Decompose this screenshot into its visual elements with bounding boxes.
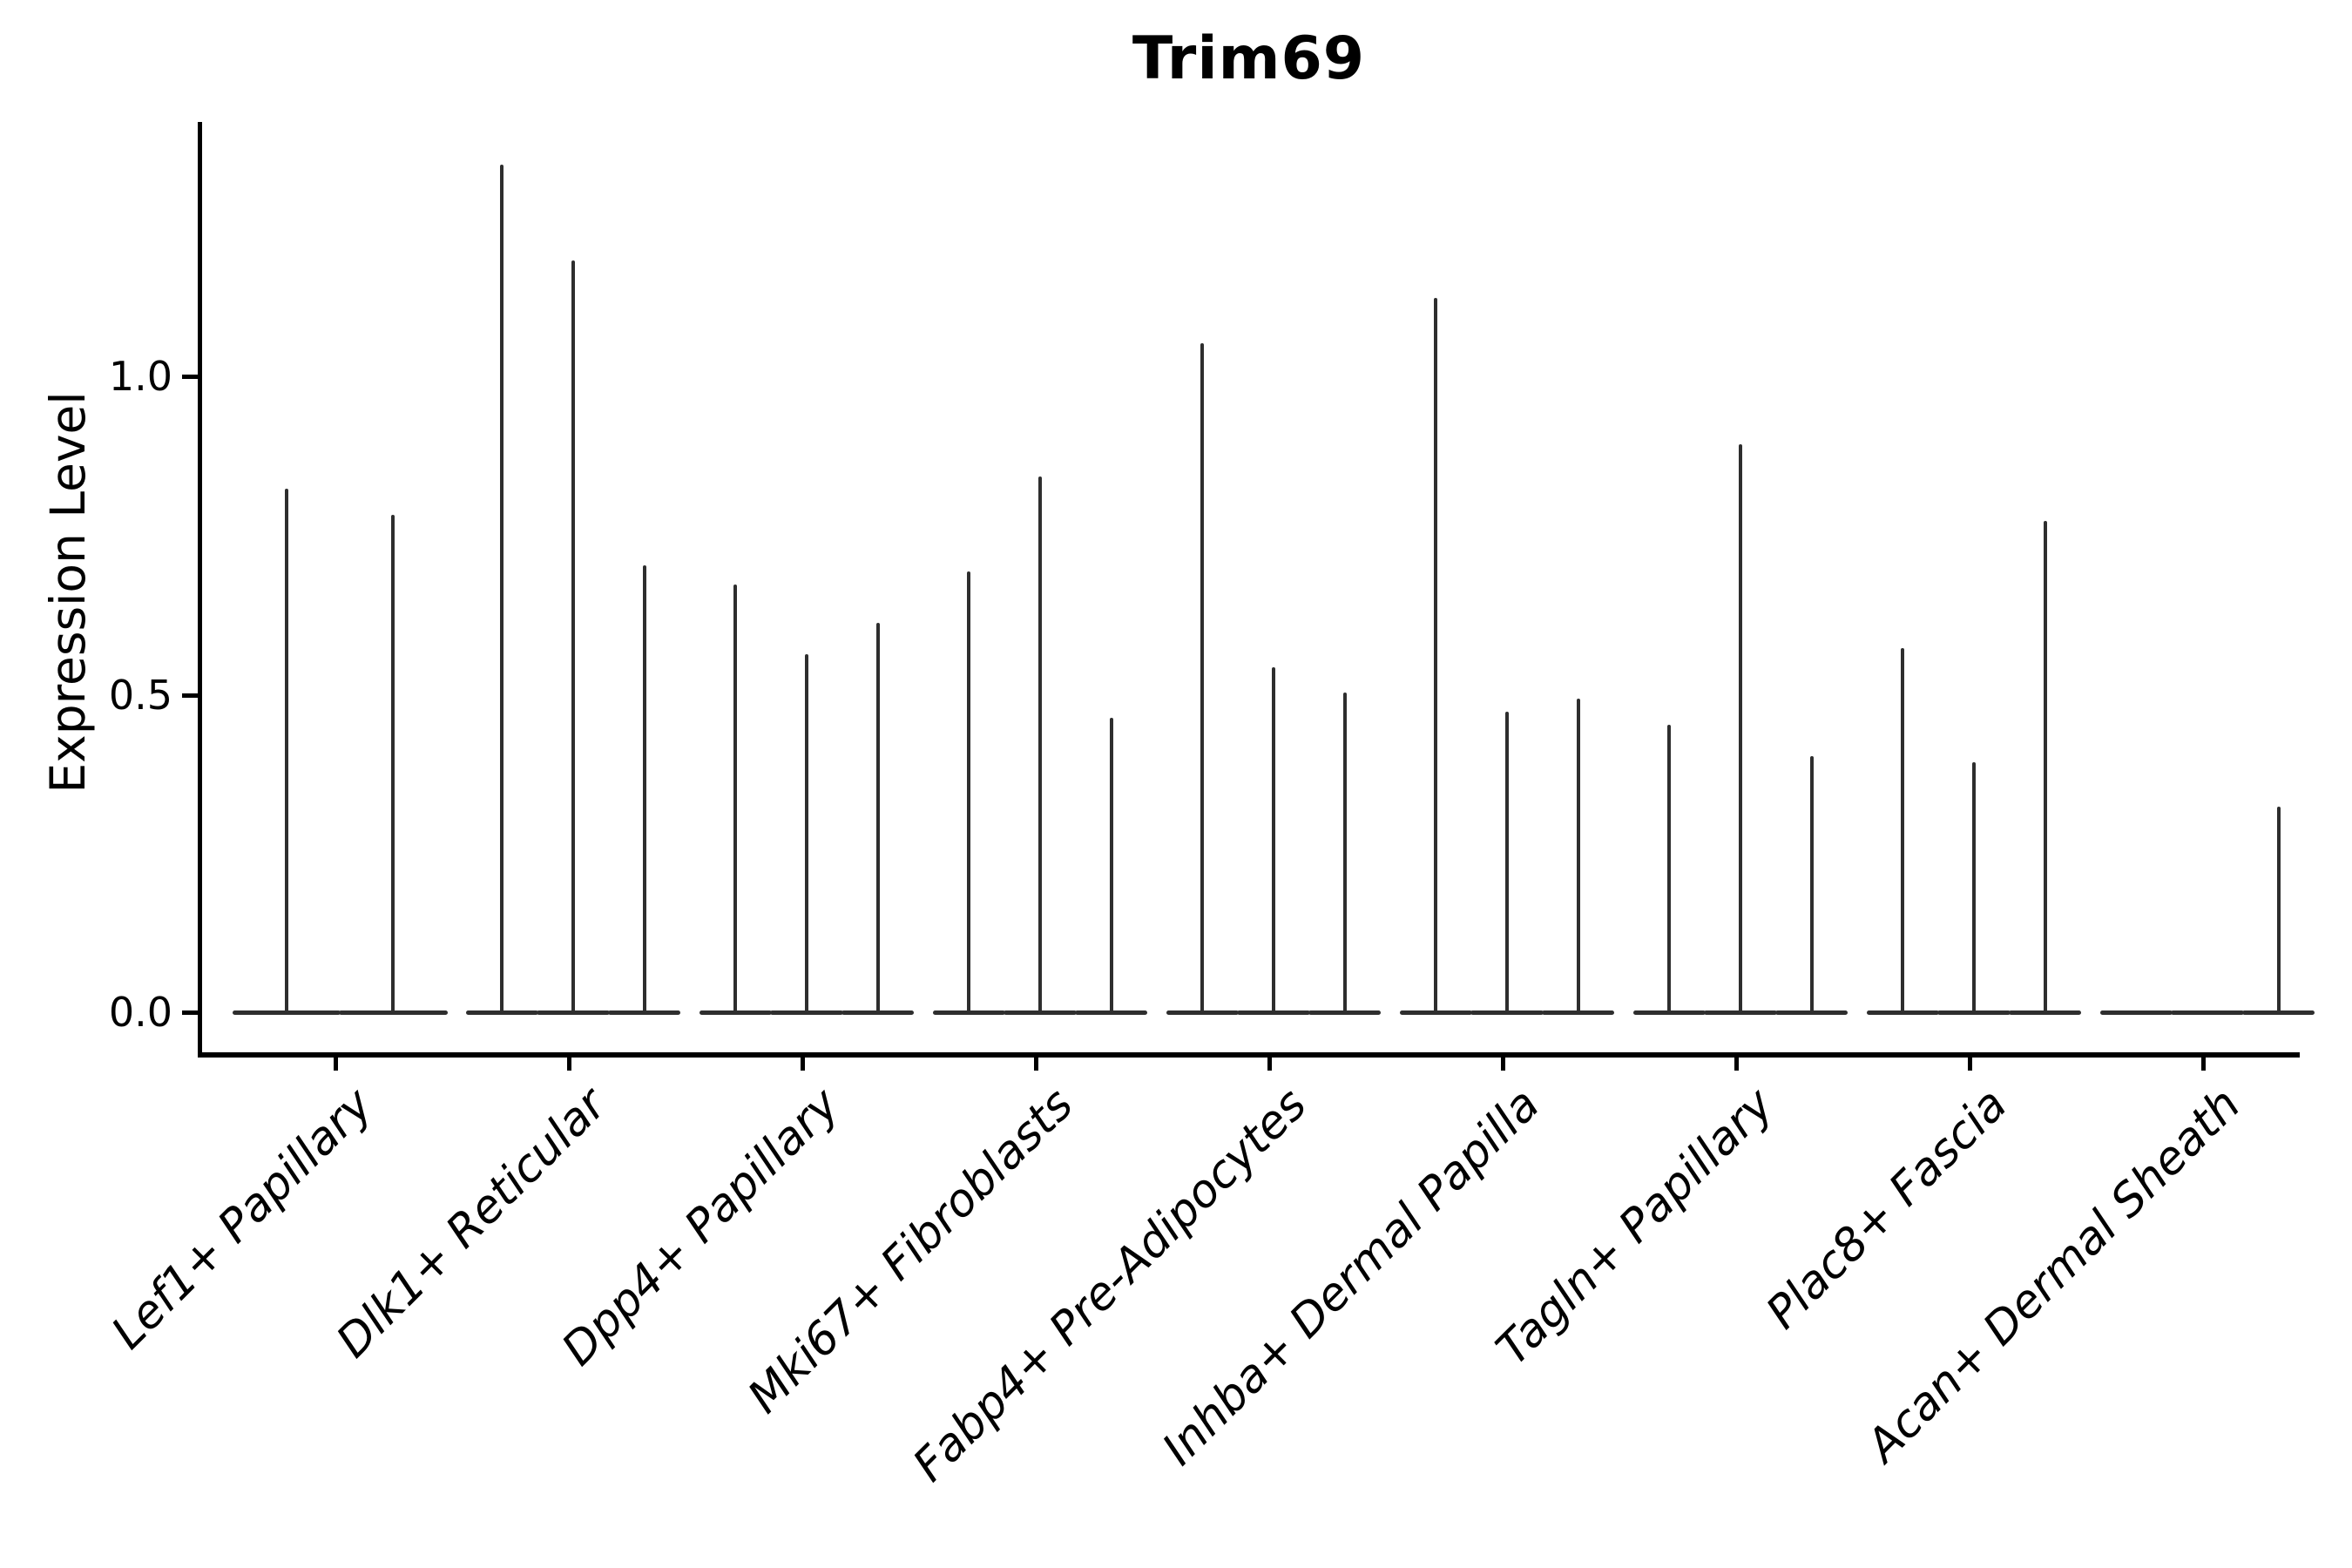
violin-spike bbox=[875, 622, 880, 1012]
violin-base bbox=[1866, 1010, 1940, 1015]
violin-spike bbox=[1576, 699, 1580, 1012]
y-tick-mark bbox=[182, 375, 198, 379]
violin-spike bbox=[1972, 762, 1976, 1012]
violin-spike bbox=[733, 584, 738, 1012]
violin-spike bbox=[1901, 647, 1905, 1012]
violin-spike bbox=[2276, 807, 2281, 1012]
violin-base bbox=[1308, 1010, 1382, 1015]
x-tick-label: Inhba+ Dermal Papilla bbox=[1152, 1078, 1551, 1476]
violin-base bbox=[1937, 1010, 2011, 1015]
violin-base bbox=[932, 1010, 1006, 1015]
x-tick-mark bbox=[2200, 1058, 2206, 1071]
violin-spike bbox=[1272, 666, 1275, 1012]
x-tick-mark bbox=[1967, 1058, 1972, 1071]
violin-base bbox=[699, 1010, 773, 1015]
violin-base bbox=[537, 1010, 610, 1015]
violin-spike bbox=[284, 489, 288, 1012]
violin-spike bbox=[1739, 444, 1742, 1012]
violin-spike bbox=[1342, 693, 1347, 1012]
violin-spike bbox=[2043, 520, 2047, 1012]
violin-spike bbox=[1505, 711, 1509, 1012]
violin-base bbox=[1166, 1010, 1240, 1015]
y-tick-label-1: 1.0 bbox=[108, 353, 172, 400]
x-tick-mark bbox=[1033, 1058, 1038, 1071]
violin-base bbox=[841, 1010, 915, 1015]
violin-base bbox=[770, 1010, 843, 1015]
violin-base bbox=[232, 1010, 341, 1015]
chart-title: Trim69 bbox=[1132, 24, 1366, 93]
violin-base bbox=[1774, 1010, 1848, 1015]
violin-spike bbox=[1809, 756, 1814, 1012]
x-tick-mark bbox=[800, 1058, 805, 1071]
violin-base bbox=[2241, 1010, 2315, 1015]
violin-spike bbox=[642, 565, 646, 1012]
violin-base bbox=[2171, 1010, 2244, 1015]
violin-base bbox=[2099, 1010, 2173, 1015]
violin-spike bbox=[1434, 298, 1438, 1012]
violin-spike bbox=[967, 571, 971, 1012]
x-tick-mark bbox=[1267, 1058, 1272, 1071]
x-tick-label: Fabp4+ Pre-Adipocytes bbox=[902, 1078, 1317, 1492]
violin-base bbox=[465, 1010, 539, 1015]
x-tick-label: Plac8+ Fascia bbox=[1756, 1078, 2017, 1340]
violin-base bbox=[1004, 1010, 1077, 1015]
violin-base bbox=[1237, 1010, 1310, 1015]
y-tick-label-0: 0.0 bbox=[108, 989, 172, 1036]
x-tick-mark bbox=[566, 1058, 571, 1071]
x-tick-mark bbox=[1734, 1058, 1739, 1071]
violin-spike bbox=[1200, 342, 1205, 1012]
plot-area bbox=[198, 122, 2315, 1058]
y-tick-mark bbox=[182, 693, 198, 698]
y-axis-label: Expression Level bbox=[40, 391, 96, 794]
violin-base bbox=[1632, 1010, 1707, 1015]
violin-spike bbox=[1109, 718, 1113, 1012]
violin-base bbox=[2008, 1010, 2082, 1015]
violin-spike bbox=[1667, 724, 1672, 1012]
x-tick-label: Acan+ Dermal Sheath bbox=[1856, 1078, 2251, 1472]
violin-spike bbox=[1038, 476, 1042, 1012]
violin-base bbox=[1074, 1010, 1148, 1015]
y-tick-mark bbox=[182, 1010, 198, 1015]
violin-base bbox=[1541, 1010, 1615, 1015]
violin-spike bbox=[391, 514, 395, 1012]
violin-spike bbox=[571, 260, 575, 1012]
violin-spike bbox=[805, 654, 808, 1012]
violin-base bbox=[1399, 1010, 1473, 1015]
y-tick-label-05: 0.5 bbox=[108, 672, 172, 719]
violin-base bbox=[1704, 1010, 1777, 1015]
x-tick-mark bbox=[1500, 1058, 1505, 1071]
violin-base bbox=[607, 1010, 681, 1015]
violin-base bbox=[339, 1010, 448, 1015]
x-tick-mark bbox=[333, 1058, 338, 1071]
violin-base bbox=[1470, 1010, 1544, 1015]
violin-spike bbox=[500, 165, 504, 1012]
